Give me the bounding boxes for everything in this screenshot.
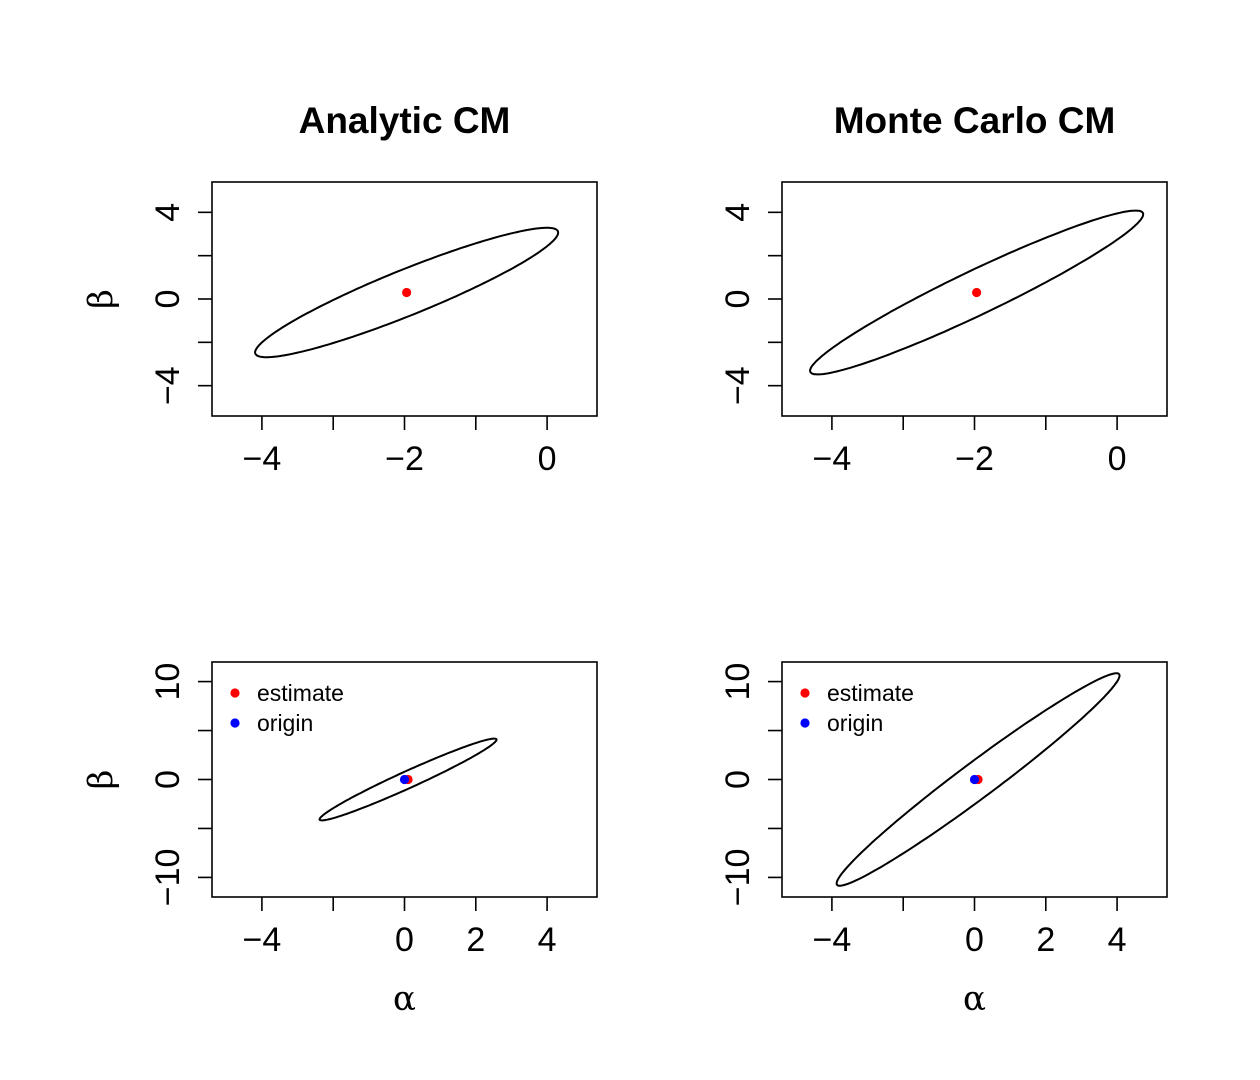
y-tick-label: −4 [719, 366, 757, 405]
y-tick-label: 0 [149, 770, 187, 789]
y-axis-label: β [81, 289, 121, 309]
x-tick-label: 4 [538, 921, 557, 959]
confidence-ellipse [318, 737, 498, 822]
x-axis-label: α [963, 979, 986, 1019]
x-tick-label: 0 [1108, 440, 1127, 478]
x-tick-label: −4 [243, 440, 282, 478]
y-tick-label: 4 [719, 203, 757, 222]
legend-label: origin [827, 710, 883, 736]
x-tick-label: −4 [813, 440, 852, 478]
x-tick-label: 0 [965, 921, 984, 959]
legend-label: estimate [257, 680, 344, 706]
y-tick-label: 0 [719, 290, 757, 309]
legend: estimate origin [230, 680, 344, 736]
x-tick-label: 0 [538, 440, 557, 478]
chart-title: Analytic CM [299, 100, 511, 141]
y-axis-label: β [81, 770, 121, 790]
x-tick-label: −2 [385, 440, 424, 478]
y-tick-label: 4 [149, 203, 187, 222]
y-tick-label: −10 [149, 849, 187, 907]
estimate-point [402, 287, 412, 298]
chart-panel-2: Monte Carlo CM −4 −2 0 −4 0 4 [719, 100, 1168, 478]
legend: estimate origin [800, 680, 914, 736]
chart-panel-3: −4 0 2 4 −10 0 10 β α estimate origin [81, 661, 598, 1019]
y-tick-label: 10 [149, 663, 187, 701]
x-tick-label: 2 [466, 921, 485, 959]
y-tick-label: 0 [719, 770, 757, 789]
x-tick-label: −4 [243, 921, 282, 959]
x-tick-label: −4 [813, 921, 852, 959]
x-tick-label: 4 [1108, 921, 1127, 959]
origin-point [969, 774, 980, 785]
plot-frame [781, 181, 1168, 417]
chart-title: Monte Carlo CM [834, 100, 1116, 141]
x-tick-label: −2 [955, 440, 994, 478]
legend-label: estimate [827, 680, 914, 706]
origin-point [399, 774, 410, 785]
x-axis-label: α [393, 979, 416, 1019]
y-tick-label: −10 [719, 849, 757, 907]
confidence-ellipse [809, 209, 1145, 376]
confidence-ellipse [835, 672, 1121, 887]
y-tick-label: 0 [149, 290, 187, 309]
legend-marker [800, 688, 810, 698]
legend-label: origin [257, 710, 313, 736]
y-tick-label: −4 [149, 366, 187, 405]
y-tick-label: 10 [719, 663, 757, 701]
plot-frame [211, 181, 598, 417]
confidence-ellipse [254, 226, 560, 359]
estimate-point [972, 287, 982, 298]
chart-panel-1: Analytic CM −4 −2 0 −4 0 4 β [81, 100, 598, 478]
x-tick-label: 0 [395, 921, 414, 959]
legend-marker [800, 718, 810, 728]
x-tick-label: 2 [1036, 921, 1055, 959]
legend-marker [230, 688, 240, 698]
legend-marker [230, 718, 240, 728]
chart-panel-4: −4 0 2 4 −10 0 10 α estimate origin [719, 661, 1168, 1019]
